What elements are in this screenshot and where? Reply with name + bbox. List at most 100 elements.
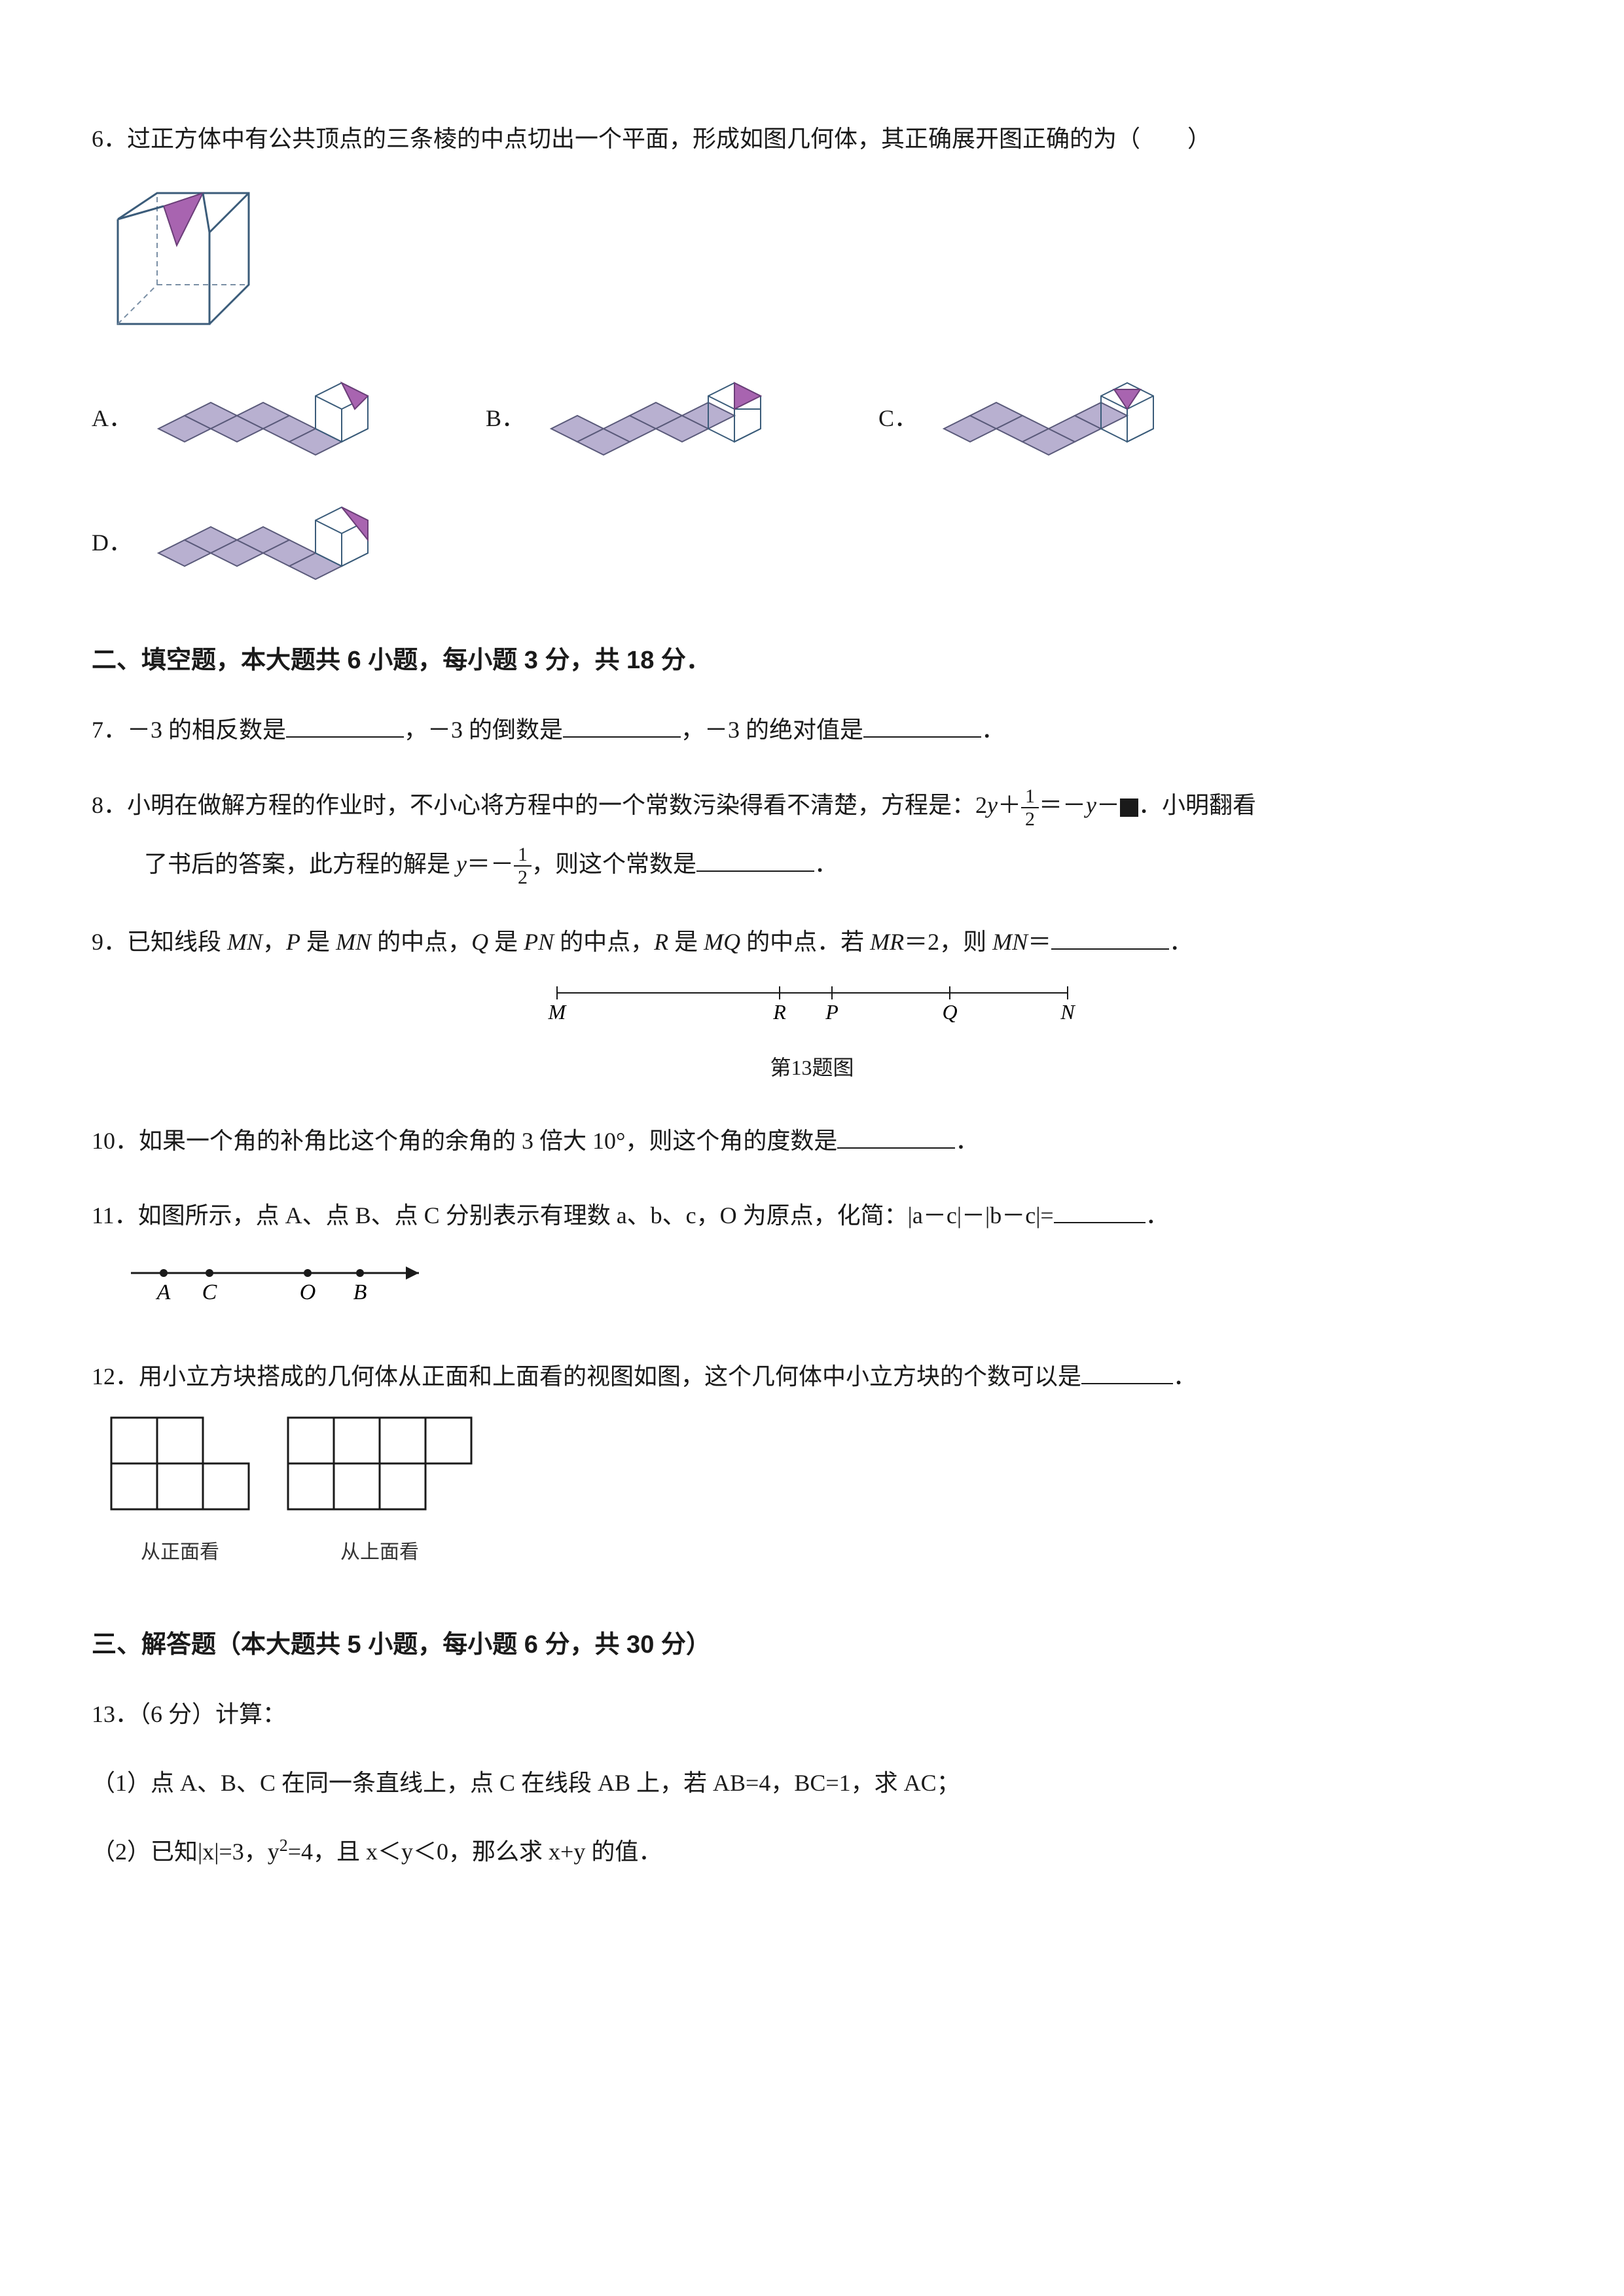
section-2-header: 二、填空题，本大题共 6 小题，每小题 3 分，共 18 分． bbox=[92, 638, 1532, 683]
nl-label-c: C bbox=[202, 1280, 217, 1304]
q9-mn3: MN bbox=[992, 929, 1028, 955]
q7-c: ，－3 的绝对值是 bbox=[681, 717, 863, 743]
q9-j: ＝ bbox=[1028, 929, 1051, 955]
q7-blank-3 bbox=[863, 709, 981, 738]
q11-end: ． bbox=[1146, 1202, 1169, 1229]
q8-eq: ＝－ bbox=[1039, 792, 1086, 818]
q8-y3: y bbox=[456, 851, 467, 877]
q11-blank bbox=[1054, 1195, 1146, 1223]
q9-text: 9．已知线段 MN，P 是 MN 的中点，Q 是 PN 的中点，R 是 MQ 的… bbox=[92, 921, 1532, 963]
q9-f: 的中点， bbox=[554, 929, 654, 955]
net-d-icon bbox=[145, 501, 394, 586]
q13-head-text: （6 分）计算： bbox=[139, 1701, 286, 1727]
net-b-icon bbox=[538, 376, 787, 461]
q9-a: 已知线段 bbox=[127, 929, 227, 955]
q11-figure: A C O B bbox=[118, 1250, 1532, 1323]
q13-p2a: （2）已知|x|=3，y bbox=[92, 1839, 280, 1865]
q9-pn: PN bbox=[524, 929, 554, 955]
q9-e: 是 bbox=[488, 929, 524, 955]
seg-label-q: Q bbox=[942, 1000, 957, 1024]
q12-text: 用小立方块搭成的几何体从正面和上面看的视图如图，这个几何体中小立方块的个数可以是 bbox=[139, 1363, 1081, 1390]
q6-option-c: C． bbox=[878, 376, 1180, 461]
q8-frac2-num: 1 bbox=[514, 844, 532, 867]
q12-text-row: 12．用小立方块搭成的几何体从正面和上面看的视图如图，这个几何体中小立方块的个数… bbox=[92, 1355, 1532, 1398]
q10-end: ． bbox=[955, 1128, 979, 1154]
q9-q: Q bbox=[471, 929, 488, 955]
q6-opt-d-label: D． bbox=[92, 522, 132, 564]
nl-label-a: A bbox=[156, 1280, 171, 1304]
q13-p2b: =4，且 x＜y＜0，那么求 x+y 的值． bbox=[288, 1839, 662, 1865]
q7-b: ，－3 的倒数是 bbox=[404, 717, 563, 743]
q10-text: 如果一个角的补角比这个角的余角的 3 倍大 10°，则这个角的度数是 bbox=[139, 1128, 837, 1154]
q13-num: 13． bbox=[92, 1701, 139, 1727]
q13-p2sup: 2 bbox=[280, 1836, 288, 1855]
q6-opt-c-label: C． bbox=[878, 397, 918, 440]
q8-d: ，则这个常数是 bbox=[532, 851, 696, 877]
q13-part2: （2）已知|x|=3，y2=4，且 x＜y＜0，那么求 x+y 的值． bbox=[92, 1831, 1532, 1873]
q9-r: R bbox=[654, 929, 668, 955]
q11-num: 11． bbox=[92, 1202, 138, 1229]
question-13: 13．（6 分）计算： （1）点 A、B、C 在同一条直线上，点 C 在线段 A… bbox=[92, 1693, 1532, 1873]
q12-top-view: 从上面看 bbox=[281, 1411, 478, 1570]
front-view-icon bbox=[105, 1411, 255, 1516]
q6-options: A． B． bbox=[92, 376, 1532, 586]
nl-label-o: O bbox=[300, 1280, 316, 1304]
q11-text-row: 11．如图所示，点 A、点 B、点 C 分别表示有理数 a、b、c，O 为原点，… bbox=[92, 1194, 1532, 1237]
q6-opt-b-label: B． bbox=[486, 397, 525, 440]
q8-eq2: ＝－ bbox=[467, 851, 514, 877]
q7-blank-1 bbox=[286, 709, 404, 738]
q12-num: 12． bbox=[92, 1363, 139, 1390]
q12-front-caption: 从正面看 bbox=[105, 1535, 255, 1570]
seg-label-p: P bbox=[825, 1000, 839, 1024]
q6-main-figure bbox=[92, 180, 1532, 350]
question-7: 7．－3 的相反数是，－3 的倒数是，－3 的绝对值是． bbox=[92, 709, 1532, 751]
q9-h: 的中点．若 bbox=[740, 929, 870, 955]
q8-frac2-den: 2 bbox=[514, 867, 532, 888]
q6-opt-a-label: A． bbox=[92, 397, 132, 440]
nl-label-b: B bbox=[353, 1280, 367, 1304]
q8-frac1: 12 bbox=[1021, 785, 1039, 830]
q8-num: 8． bbox=[92, 792, 127, 818]
question-8: 8．小明在做解方程的作业时，不小心将方程中的一个常数污染得看不清楚，方程是：2 y… bbox=[92, 784, 1532, 888]
q9-mr: MR bbox=[870, 929, 904, 955]
q9-mn1: MN bbox=[227, 929, 262, 955]
q8-line1: 8．小明在做解方程的作业时，不小心将方程中的一个常数污染得看不清楚，方程是：2 y… bbox=[92, 784, 1532, 830]
q8-e: ． bbox=[814, 851, 838, 877]
q9-p: P bbox=[286, 929, 300, 955]
q8-c: 了书后的答案，此方程的解是 bbox=[144, 851, 456, 877]
question-6: 6．过正方体中有公共顶点的三条棱的中点切出一个平面，形成如图几何体，其正确展开图… bbox=[92, 118, 1532, 586]
question-11: 11．如图所示，点 A、点 B、点 C 分别表示有理数 a、b、c，O 为原点，… bbox=[92, 1194, 1532, 1323]
q7-blank-2 bbox=[563, 709, 681, 738]
q10-num: 10． bbox=[92, 1128, 139, 1154]
q9-g: 是 bbox=[668, 929, 704, 955]
q9-b: ， bbox=[262, 929, 286, 955]
q6-body: 过正方体中有公共顶点的三条棱的中点切出一个平面，形成如图几何体，其正确展开图正确… bbox=[127, 126, 1211, 152]
question-12: 12．用小立方块搭成的几何体从正面和上面看的视图如图，这个几何体中小立方块的个数… bbox=[92, 1355, 1532, 1570]
q8-y2: y bbox=[1086, 792, 1096, 818]
seg-label-m: M bbox=[547, 1000, 567, 1024]
q8-a: 小明在做解方程的作业时，不小心将方程中的一个常数污染得看不清楚，方程是：2 bbox=[127, 792, 987, 818]
q9-mq: MQ bbox=[704, 929, 740, 955]
question-9: 9．已知线段 MN，P 是 MN 的中点，Q 是 PN 的中点，R 是 MQ 的… bbox=[92, 921, 1532, 1086]
q6-num: 6． bbox=[92, 126, 127, 152]
q8-frac1-den: 2 bbox=[1021, 808, 1039, 830]
q13-part1: （1）点 A、B、C 在同一条直线上，点 C 在线段 AB 上，若 AB=4，B… bbox=[92, 1762, 1532, 1804]
section-3-header: 三、解答题（本大题共 5 小题，每小题 6 分，共 30 分） bbox=[92, 1623, 1532, 1667]
q8-minus: － bbox=[1096, 792, 1120, 818]
q8-plus: ＋ bbox=[998, 792, 1021, 818]
q9-i: ＝2，则 bbox=[904, 929, 992, 955]
seg-label-n: N bbox=[1060, 1000, 1075, 1024]
q9-c: 是 bbox=[300, 929, 336, 955]
q11-text: 如图所示，点 A、点 B、点 C 分别表示有理数 a、b、c，O 为原点，化简：… bbox=[138, 1202, 1054, 1229]
q6-option-a: A． bbox=[92, 376, 394, 461]
q9-blank bbox=[1051, 922, 1169, 950]
q12-figures: 从正面看 从上面看 bbox=[105, 1411, 1532, 1570]
question-10: 10．如果一个角的补角比这个角的余角的 3 倍大 10°，则这个角的度数是 ． bbox=[92, 1120, 1532, 1162]
segment-line-icon: M R P Q N bbox=[518, 977, 1107, 1029]
q6-option-b: B． bbox=[486, 376, 787, 461]
q8-line2: 了书后的答案，此方程的解是 y＝－12，则这个常数是 ． bbox=[92, 843, 1532, 889]
q9-caption: 第13题图 bbox=[92, 1049, 1532, 1087]
q7-num: 7． bbox=[92, 717, 127, 743]
q7-d: ． bbox=[981, 717, 1005, 743]
net-c-icon bbox=[931, 376, 1180, 461]
